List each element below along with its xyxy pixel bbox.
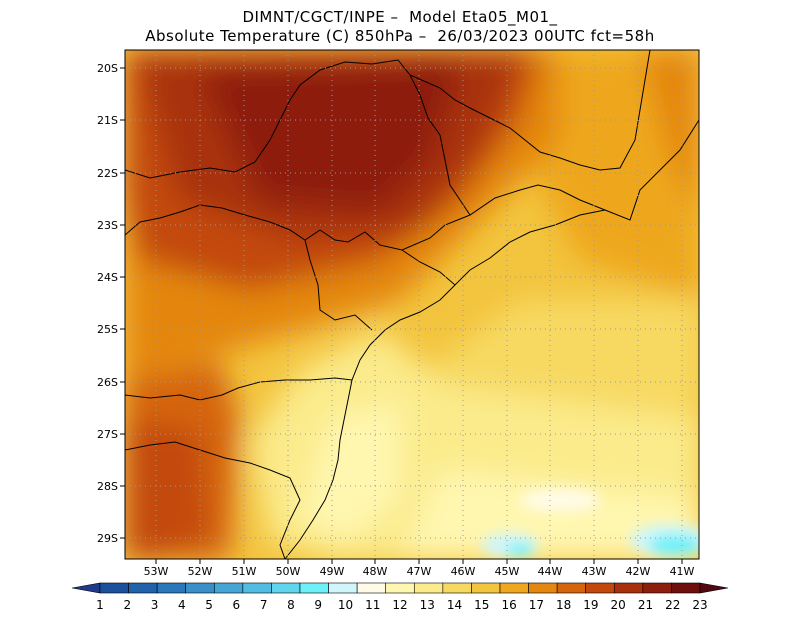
lon-label: 51W — [232, 565, 257, 578]
colorbar-label: 13 — [420, 598, 435, 612]
lat-label: 28S — [97, 480, 118, 493]
colorbar: 1 2 3 4 5 6 7 8 9 10 11 12 13 14 15 16 17 18 19 20 21 22 23 — [71, 582, 729, 612]
lon-label: 44W — [538, 565, 563, 578]
lon-label: 53W — [144, 565, 169, 578]
colorbar-segment — [499, 582, 529, 594]
colorbar-segment — [613, 582, 644, 594]
colorbar-segment — [385, 582, 415, 594]
lat-label: 20S — [97, 62, 118, 75]
axis-ticks — [120, 67, 683, 564]
colorbar-label: 17 — [529, 598, 544, 612]
lon-label: 41W — [670, 565, 695, 578]
colorbar-segment — [99, 582, 129, 594]
lon-label: 46W — [451, 565, 476, 578]
colorbar-label: 7 — [260, 598, 268, 612]
lon-label: 49W — [320, 565, 345, 578]
map-title-line2: Absolute Temperature (C) 850hPa – 26/03/… — [145, 27, 655, 45]
lat-label: 23S — [97, 219, 118, 232]
colorbar-label: 2 — [123, 598, 131, 612]
colorbar-segment — [528, 582, 558, 594]
colorbar-segment — [556, 582, 587, 594]
colorbar-label: 22 — [665, 598, 680, 612]
colorbar-segment — [356, 582, 387, 594]
lon-label: 50W — [276, 565, 301, 578]
colorbar-segment — [442, 582, 472, 594]
colorbar-segment — [242, 582, 272, 594]
graticule — [125, 50, 699, 559]
lon-label: 43W — [582, 565, 607, 578]
lon-label: 47W — [407, 565, 432, 578]
colorbar-segment — [642, 582, 672, 594]
map-title-line1: DIMNT/CGCT/INPE – Model Eta05_M01_ — [242, 8, 558, 26]
lat-label: 22S — [97, 167, 118, 180]
colorbar-segment — [328, 582, 358, 594]
colorbar-label: 15 — [474, 598, 489, 612]
colorbar-segment — [156, 582, 187, 594]
colorbar-label: 11 — [365, 598, 380, 612]
colorbar-label: 21 — [638, 598, 653, 612]
colorbar-label: 12 — [392, 598, 407, 612]
colorbar-segment — [271, 582, 301, 594]
colorbar-segment — [671, 582, 701, 594]
latitude-labels: 20S 21S 22S 23S 24S 25S 26S 27S 28S 29S — [97, 62, 118, 545]
colorbar-label: 9 — [314, 598, 322, 612]
colorbar-segment — [213, 582, 244, 594]
lat-label: 26S — [97, 376, 118, 389]
colorbar-label: 23 — [692, 598, 707, 612]
colorbar-segment — [413, 582, 444, 594]
temperature-field — [125, 50, 699, 559]
colorbar-segment — [128, 582, 158, 594]
lat-label: 29S — [97, 532, 118, 545]
colorbar-left-arrow — [71, 582, 101, 594]
colorbar-label: 1 — [96, 598, 104, 612]
colorbar-segment — [471, 582, 501, 594]
colorbar-segment — [299, 582, 329, 594]
colorbar-label: 6 — [233, 598, 241, 612]
colorbar-label: 16 — [501, 598, 516, 612]
colorbar-label: 20 — [611, 598, 626, 612]
colorbar-label: 18 — [556, 598, 571, 612]
colorbar-label: 14 — [447, 598, 462, 612]
lat-label: 27S — [97, 428, 118, 441]
lat-label: 24S — [97, 271, 118, 284]
map-frame — [124, 49, 700, 560]
colorbar-label: 8 — [287, 598, 295, 612]
lon-label: 52W — [188, 565, 213, 578]
colorbar-label: 4 — [178, 598, 186, 612]
lat-label: 25S — [97, 323, 118, 336]
lon-label: 42W — [626, 565, 651, 578]
colorbar-label: 3 — [151, 598, 159, 612]
lat-label: 21S — [97, 114, 118, 127]
colorbar-label: 19 — [583, 598, 598, 612]
colorbar-label: 10 — [338, 598, 353, 612]
colorbar-segment — [585, 582, 615, 594]
colorbar-segment — [185, 582, 215, 594]
lon-label: 48W — [363, 565, 388, 578]
longitude-labels: 53W 52W 51W 50W 49W 48W 47W 46W 45W 44W … — [144, 565, 695, 578]
colorbar-right-arrow — [699, 582, 729, 594]
colorbar-label: 5 — [205, 598, 213, 612]
lon-label: 45W — [495, 565, 520, 578]
